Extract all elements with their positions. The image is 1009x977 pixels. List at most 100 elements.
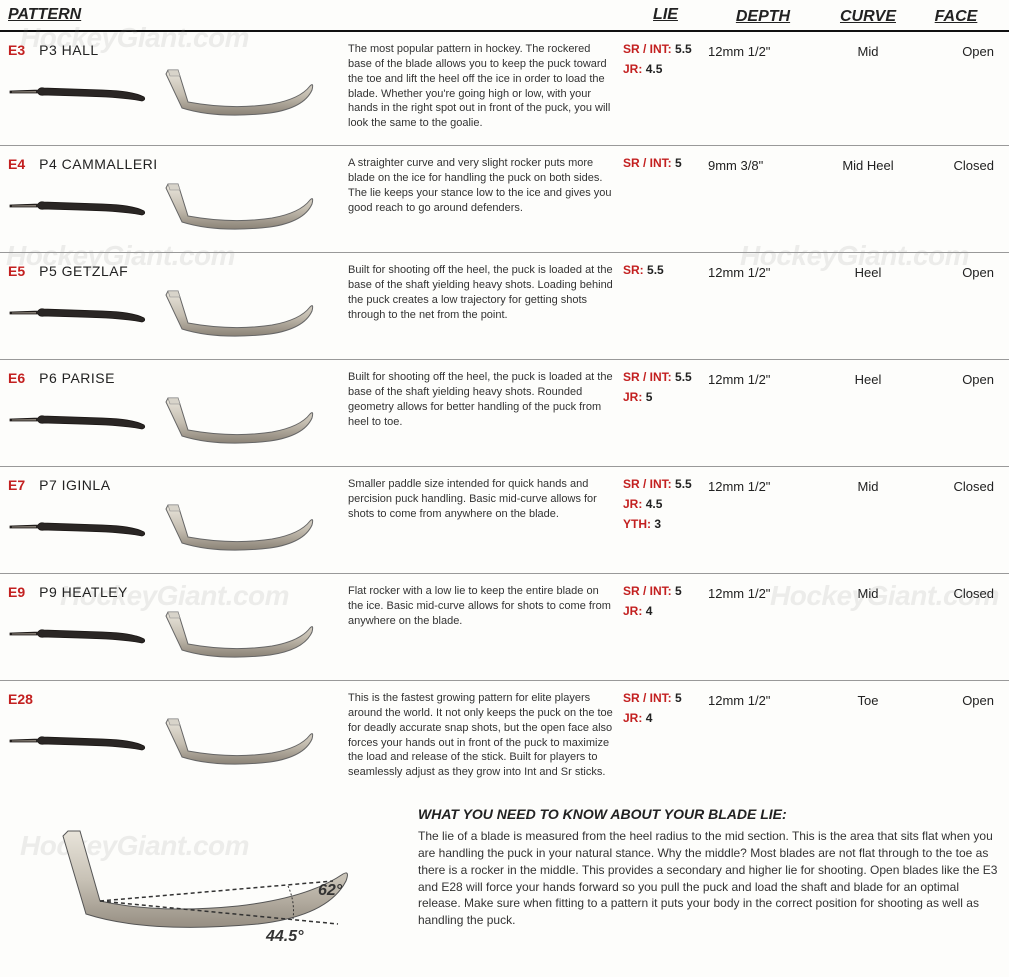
lie-line: JR: 4.5 — [623, 62, 708, 76]
pattern-row: E28 This is the fastest growing pattern … — [0, 681, 1009, 794]
lie-value: 4.5 — [646, 62, 663, 76]
pattern-description: Smaller paddle size intended for quick h… — [348, 477, 623, 559]
lie-value: 5.5 — [675, 370, 692, 384]
lie-column: SR / INT: 5 JR: 4 — [623, 584, 708, 666]
lie-column: SR / INT: 5.5JR: 5 — [623, 370, 708, 452]
lie-value: 4 — [646, 711, 653, 725]
footer-body: The lie of a blade is measured from the … — [418, 828, 1001, 929]
blade-top-view-icon — [8, 726, 148, 761]
depth-value: 12mm 1/2" — [708, 584, 818, 666]
lie-label: SR / INT: — [623, 42, 672, 56]
depth-value: 12mm 1/2" — [708, 42, 818, 131]
pattern-name: P7 IGINLA — [39, 477, 110, 493]
lie-label: SR / INT: — [623, 691, 672, 705]
curve-value: Mid — [818, 584, 918, 666]
blade-top-view-icon — [8, 405, 148, 440]
footer-blade-diagram: 62° 44.5° — [8, 806, 388, 961]
blade-top-view-icon — [8, 191, 148, 226]
lie-line: SR / INT: 5 — [623, 584, 708, 598]
pattern-code: E4 — [8, 156, 25, 172]
pattern-name: P9 HEATLEY — [39, 584, 128, 600]
lie-line: SR: 5.5 — [623, 263, 708, 277]
lie-value: 5 — [675, 584, 682, 598]
header-lie: LIE — [653, 6, 678, 23]
lie-line: JR: 4.5 — [623, 497, 708, 511]
lie-label: SR / INT: — [623, 584, 672, 598]
lie-column: SR / INT: 5.5 JR: 4.5 — [623, 42, 708, 131]
header-curve: CURVE — [840, 8, 896, 25]
pattern-description: The most popular pattern in hockey. The … — [348, 42, 623, 131]
pattern-code: E3 — [8, 42, 25, 58]
blade-side-view-icon — [162, 64, 317, 124]
curve-value: Heel — [818, 263, 918, 345]
header-face: FACE — [935, 8, 978, 25]
depth-value: 12mm 1/2" — [708, 691, 818, 780]
curve-value: Heel — [818, 370, 918, 452]
angle-top-label: 62° — [318, 882, 342, 900]
pattern-code: E7 — [8, 477, 25, 493]
face-value: Open — [918, 263, 998, 345]
lie-value: 5 — [646, 390, 653, 404]
pattern-description: Built for shooting off the heel, the puc… — [348, 370, 623, 452]
lie-value: 5.5 — [675, 42, 692, 56]
blade-side-view-icon — [162, 713, 317, 773]
lie-line: SR / INT: 5 — [623, 691, 708, 705]
lie-value: 5.5 — [675, 477, 692, 491]
pattern-row: E4 P4 CAMMALLERI A straighter curve and … — [0, 146, 1009, 253]
blade-side-view-icon — [162, 178, 317, 238]
lie-label: SR / INT: — [623, 156, 672, 170]
lie-line: JR: 4 — [623, 604, 708, 618]
pattern-row: E3 P3 HALL The most popular pattern in h… — [0, 32, 1009, 146]
lie-label: YTH: — [623, 517, 651, 531]
blade-side-view-icon — [162, 285, 317, 345]
pattern-name: P3 HALL — [39, 42, 99, 58]
pattern-row: E9 P9 HEATLEY Flat rocker with a low lie… — [0, 574, 1009, 681]
pattern-description: Built for shooting off the heel, the puc… — [348, 263, 623, 345]
lie-line: YTH: 3 — [623, 517, 708, 531]
angle-bottom-label: 44.5° — [266, 928, 304, 946]
lie-label: SR: — [623, 263, 644, 277]
pattern-description: This is the fastest growing pattern for … — [348, 691, 623, 780]
pattern-code: E28 — [8, 691, 33, 707]
table-header: PATTERN LIE DEPTH CURVE FACE — [0, 0, 1009, 32]
lie-line: SR / INT: 5.5 — [623, 42, 708, 56]
depth-value: 9mm 3/8" — [708, 156, 818, 238]
lie-value: 5 — [675, 691, 682, 705]
lie-label: JR: — [623, 62, 642, 76]
header-pattern: PATTERN — [8, 6, 81, 23]
pattern-code: E6 — [8, 370, 25, 386]
lie-label: JR: — [623, 604, 642, 618]
curve-value: Mid — [818, 477, 918, 559]
pattern-row: E7 P7 IGINLA Smaller paddle size intende… — [0, 467, 1009, 574]
lie-line: SR / INT: 5.5 — [623, 370, 708, 384]
face-value: Closed — [918, 156, 998, 238]
lie-label: JR: — [623, 497, 642, 511]
lie-value: 4 — [646, 604, 653, 618]
curve-value: Mid — [818, 42, 918, 131]
depth-value: 12mm 1/2" — [708, 477, 818, 559]
pattern-code: E5 — [8, 263, 25, 279]
pattern-description: Flat rocker with a low lie to keep the e… — [348, 584, 623, 666]
face-value: Open — [918, 691, 998, 780]
curve-value: Toe — [818, 691, 918, 780]
blade-top-view-icon — [8, 619, 148, 654]
blade-side-view-icon — [162, 499, 317, 559]
lie-label: JR: — [623, 711, 642, 725]
pattern-row: E5 P5 GETZLAF Built for shooting off the… — [0, 253, 1009, 360]
curve-value: Mid Heel — [818, 156, 918, 238]
face-value: Closed — [918, 584, 998, 666]
lie-label: SR / INT: — [623, 370, 672, 384]
pattern-description: A straighter curve and very slight rocke… — [348, 156, 623, 238]
face-value: Closed — [918, 477, 998, 559]
blade-side-view-icon — [162, 392, 317, 452]
footer-section: 62° 44.5° WHAT YOU NEED TO KNOW ABOUT YO… — [0, 794, 1009, 977]
blade-top-view-icon — [8, 512, 148, 547]
lie-value: 3 — [654, 517, 661, 531]
pattern-row: E6 P6 PARISE Built for shooting off the … — [0, 360, 1009, 467]
pattern-name: P5 GETZLAF — [39, 263, 128, 279]
pattern-name: P4 CAMMALLERI — [39, 156, 158, 172]
lie-line: SR / INT: 5 — [623, 156, 708, 170]
lie-label: SR / INT: — [623, 477, 672, 491]
pattern-name: P6 PARISE — [39, 370, 115, 386]
pattern-code: E9 — [8, 584, 25, 600]
